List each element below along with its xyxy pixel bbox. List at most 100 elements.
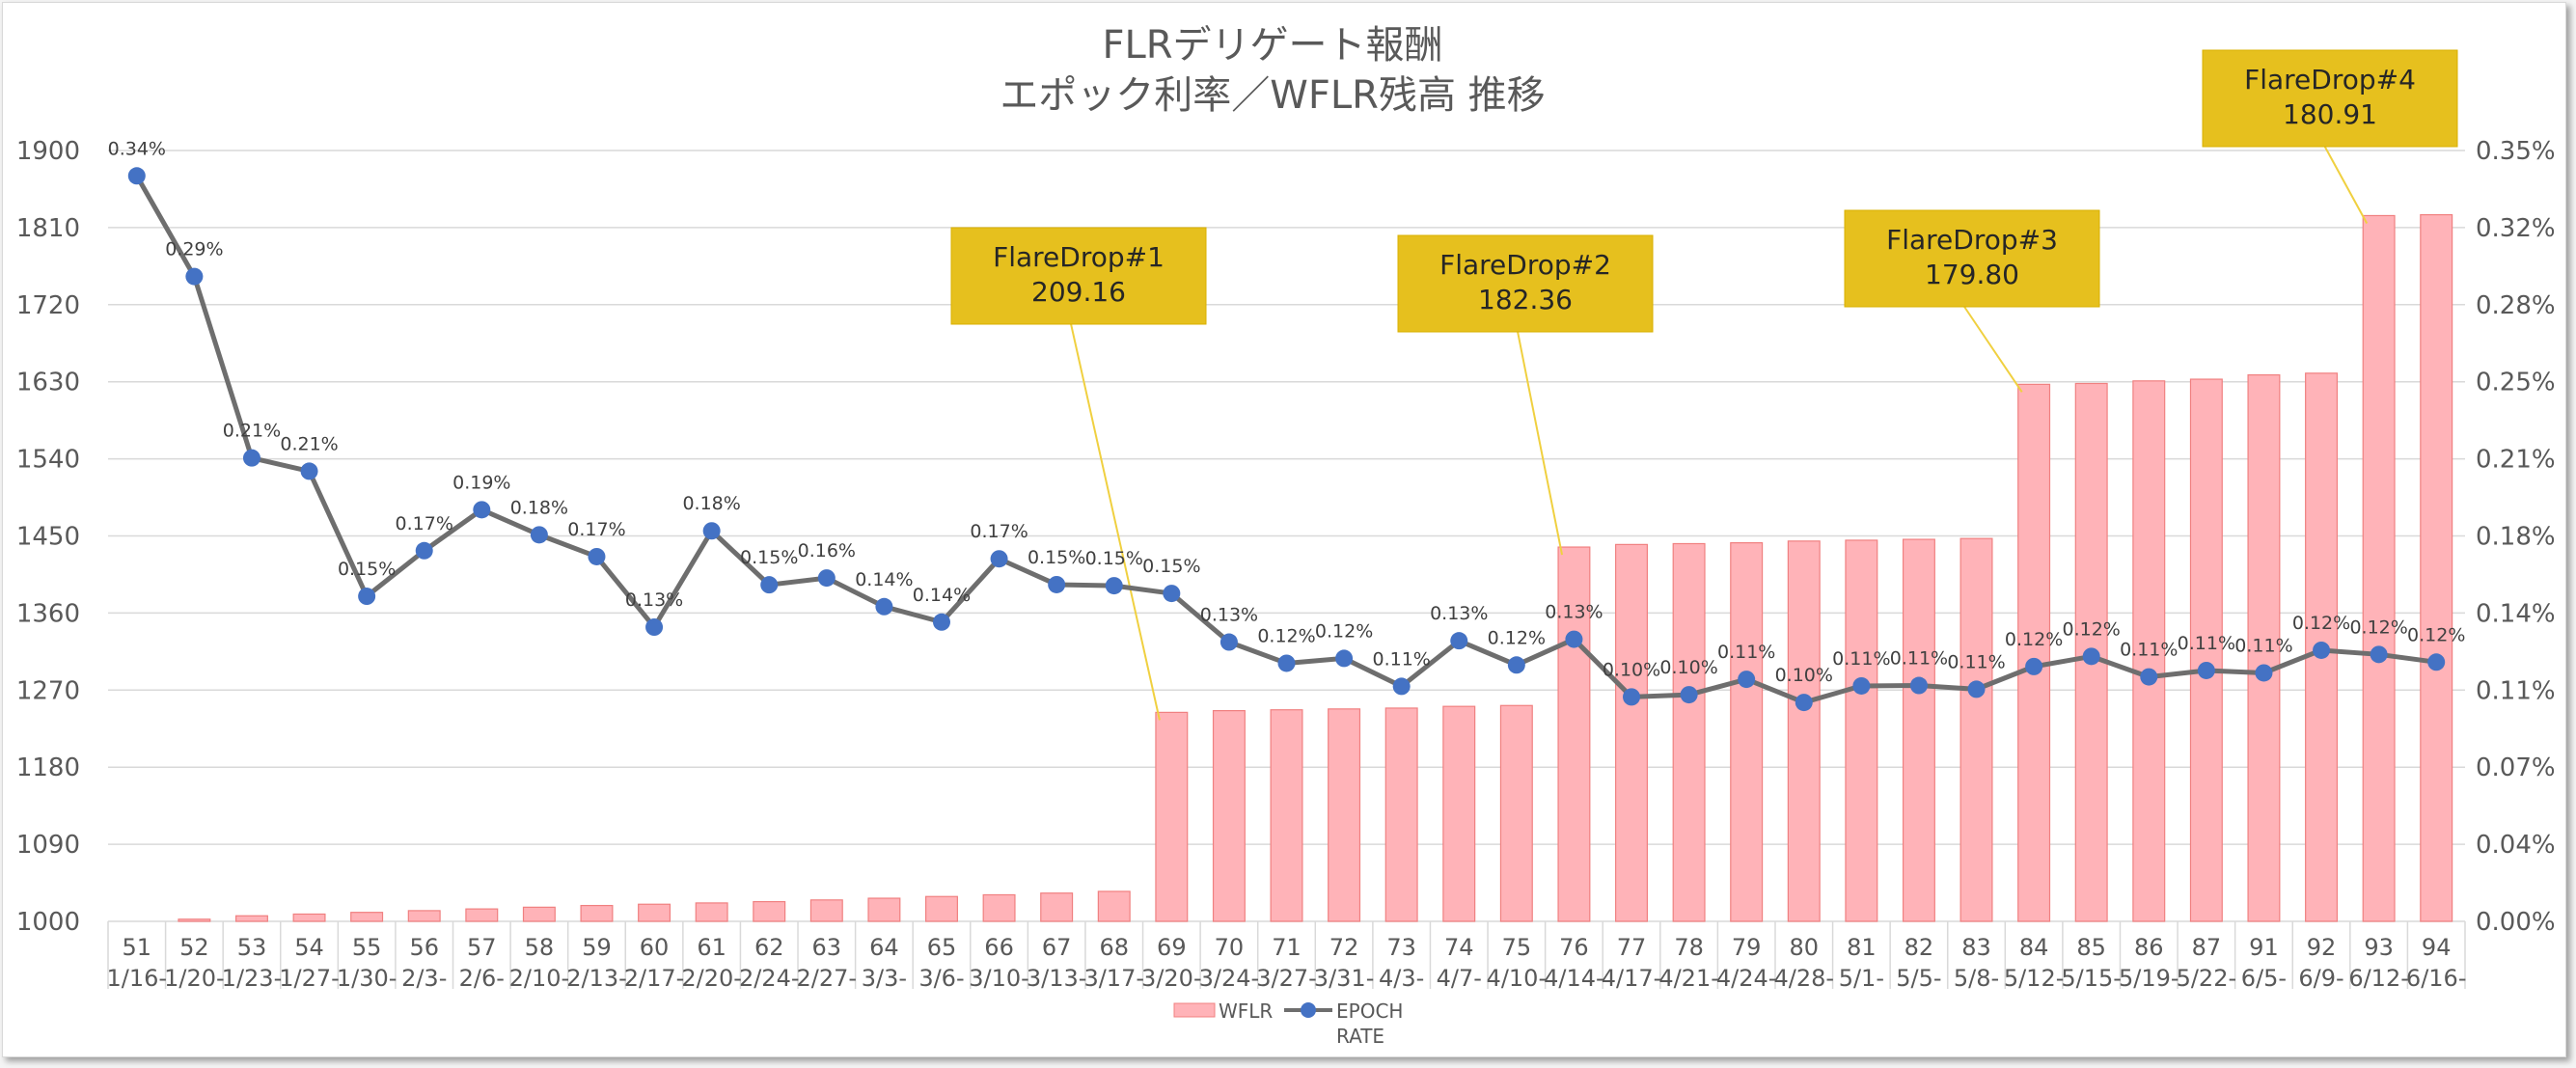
- epoch-rate-marker: [1277, 654, 1296, 672]
- epoch-rate-marker: [817, 569, 836, 588]
- wflr-bar: [809, 899, 843, 922]
- epoch-rate-marker: [300, 462, 318, 480]
- epoch-rate-marker: [1048, 575, 1066, 593]
- epoch-rate-marker: [530, 526, 548, 544]
- x-tick-label-date: 3/20-: [1141, 965, 1202, 992]
- epoch-rate-marker: [127, 167, 146, 185]
- x-tick-label-date: 6/16-: [2406, 965, 2467, 992]
- x-tick-label-date: 1/30-: [337, 965, 397, 992]
- y-right-tick-label: 0.32%: [2476, 214, 2556, 243]
- x-tick-label-date: 3/10-: [969, 965, 1029, 992]
- x-tick-label-date: 5/1-: [1839, 965, 1884, 992]
- epoch-rate-marker: [1392, 677, 1411, 696]
- x-tick-label-date: 2/10-: [509, 965, 570, 992]
- epoch-rate-data-label: 0.11%: [1372, 648, 1430, 670]
- x-tick-label-epoch: 92: [2307, 934, 2337, 961]
- x-tick-label-date: 4/28-: [1773, 965, 1834, 992]
- y-right-tick-label: 0.25%: [2476, 369, 2556, 397]
- epoch-rate-marker: [2025, 657, 2043, 675]
- callout-value: 182.36: [1478, 284, 1573, 315]
- x-tick-label-epoch: 69: [1157, 934, 1187, 961]
- x-tick-label-epoch: 65: [927, 934, 957, 961]
- x-tick-label-epoch: 63: [812, 934, 842, 961]
- epoch-rate-marker: [1105, 577, 1123, 595]
- x-tick-label-date: 6/9-: [2298, 965, 2343, 992]
- callout-box: [1397, 234, 1654, 333]
- x-tick-label-epoch: 51: [123, 934, 152, 961]
- y-right-tick-label: 0.11%: [2476, 676, 2556, 705]
- x-tick-label-date: 6/5-: [2241, 965, 2287, 992]
- x-tick-label-epoch: 68: [1099, 934, 1129, 961]
- epoch-rate-data-label: 0.13%: [1200, 605, 1258, 626]
- epoch-rate-marker: [1565, 630, 1583, 648]
- epoch-rate-data-label: 0.19%: [452, 472, 510, 493]
- wflr-bar: [407, 910, 441, 922]
- wflr-bar: [1097, 890, 1131, 922]
- x-tick-label-date: 4/24-: [1716, 965, 1777, 992]
- x-tick-label-date: 5/5-: [1896, 965, 1941, 992]
- x-tick-label-epoch: 80: [1789, 934, 1819, 961]
- epoch-rate-marker: [242, 449, 260, 467]
- x-tick-label-date: 4/3-: [1379, 965, 1424, 992]
- wflr-bar: [1902, 538, 1935, 922]
- x-tick-label-epoch: 71: [1272, 934, 1302, 961]
- callout-box: [2202, 49, 2458, 148]
- epoch-rate-marker: [1163, 585, 1181, 603]
- callout-value: 179.80: [1925, 259, 2019, 290]
- epoch-rate-data-label: 0.12%: [2063, 618, 2121, 640]
- epoch-rate-data-label: 0.15%: [1142, 556, 1200, 577]
- x-tick-label-epoch: 53: [237, 934, 267, 961]
- y-right-tick-label: 0.18%: [2476, 523, 2556, 552]
- wflr-bar: [1442, 705, 1476, 922]
- x-tick-label-epoch: 70: [1215, 934, 1245, 961]
- callout-title: FlareDrop#4: [2244, 64, 2416, 96]
- x-tick-label-epoch: 64: [869, 934, 899, 961]
- x-tick-label-epoch: 67: [1042, 934, 1072, 961]
- x-tick-label-date: 5/15-: [2061, 965, 2122, 992]
- callout-leader-line: [1963, 306, 2023, 393]
- wflr-bar: [2247, 373, 2281, 922]
- x-tick-label-epoch: 58: [525, 934, 555, 961]
- chart-title-line1: FLRデリゲート報酬: [1102, 23, 1442, 68]
- x-tick-label-date: 6/12-: [2348, 965, 2409, 992]
- x-tick-label-date: 2/20-: [681, 965, 742, 992]
- y-right-tick-label: 0.00%: [2476, 908, 2556, 937]
- x-tick-label-date: 5/8-: [1954, 965, 1999, 992]
- epoch-rate-marker: [1967, 680, 1986, 698]
- epoch-rate-marker: [2140, 668, 2158, 686]
- epoch-rate-data-label: 0.13%: [1430, 603, 1488, 624]
- x-tick-label-epoch: 83: [1961, 934, 1991, 961]
- epoch-rate-data-label: 0.17%: [970, 521, 1028, 542]
- y-left-tick-label: 1270: [16, 676, 80, 705]
- legend-swatch-wflr: [1173, 1002, 1216, 1018]
- wflr-bar: [1499, 704, 1533, 922]
- wflr-bar: [2420, 213, 2453, 922]
- epoch-rate-data-label: 0.17%: [396, 513, 453, 534]
- y-right-tick-label: 0.35%: [2476, 137, 2556, 166]
- callout-title: FlareDrop#1: [993, 241, 1165, 273]
- wflr-bar: [982, 893, 1016, 922]
- epoch-rate-marker: [2082, 647, 2100, 666]
- wflr-bar: [234, 915, 268, 922]
- x-tick-label-epoch: 82: [1905, 934, 1934, 961]
- epoch-rate-marker: [1335, 649, 1354, 668]
- epoch-rate-data-label: 0.34%: [108, 138, 166, 159]
- wflr-bar: [867, 897, 901, 922]
- epoch-rate-marker: [2370, 645, 2388, 664]
- epoch-rate-data-label: 0.18%: [510, 497, 568, 518]
- epoch-rate-data-label: 0.11%: [1890, 648, 1948, 670]
- wflr-bar: [522, 906, 556, 922]
- x-tick-label-date: 3/3-: [862, 965, 907, 992]
- epoch-rate-data-label: 0.13%: [625, 589, 683, 611]
- epoch-rate-marker: [932, 613, 950, 631]
- x-tick-label-epoch: 60: [640, 934, 670, 961]
- wflr-bar: [2132, 380, 2166, 922]
- epoch-rate-marker: [185, 267, 204, 286]
- wflr-bar: [1730, 542, 1764, 922]
- wflr-bar: [2305, 372, 2339, 922]
- wflr-bar: [1040, 892, 1074, 922]
- x-tick-label-date: 4/21-: [1658, 965, 1719, 992]
- wflr-bar: [2189, 378, 2223, 922]
- data-labels: 0.34%0.29%0.21%0.21%0.15%0.17%0.19%0.18%…: [108, 138, 2466, 686]
- epoch-rate-data-label: 0.18%: [682, 493, 740, 514]
